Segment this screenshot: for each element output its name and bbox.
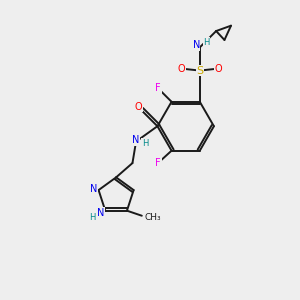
Text: CH₃: CH₃ <box>145 213 161 222</box>
Text: N: N <box>193 40 200 50</box>
Text: F: F <box>155 158 161 168</box>
Text: O: O <box>214 64 222 74</box>
Text: O: O <box>134 102 142 112</box>
Text: H: H <box>142 139 148 148</box>
Text: N: N <box>90 184 97 194</box>
Text: F: F <box>155 83 161 93</box>
Text: S: S <box>196 66 203 76</box>
Text: O: O <box>178 64 185 74</box>
Text: N: N <box>132 135 139 145</box>
Text: N: N <box>97 208 104 218</box>
Text: H: H <box>203 38 209 46</box>
Text: H: H <box>90 213 96 222</box>
